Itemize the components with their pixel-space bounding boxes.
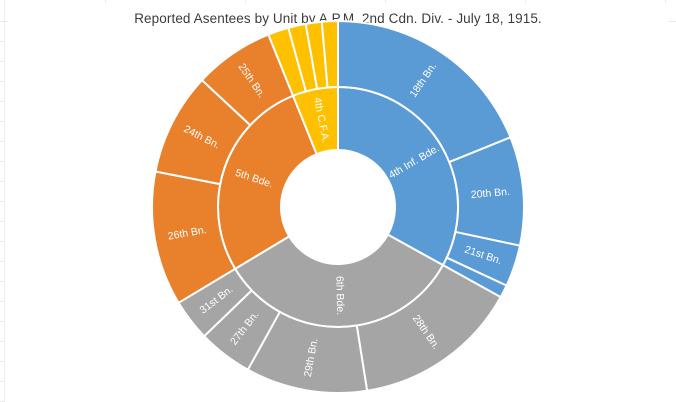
row-gridline-tick <box>0 241 5 242</box>
row-gridline-tick <box>0 281 5 282</box>
row-gridline-tick <box>0 221 5 222</box>
row-gridline-tick <box>0 101 5 102</box>
row-gridline-tick <box>0 321 5 322</box>
chart-container: Reported Asentees by Unit by A.P.M. 2nd … <box>8 3 668 399</box>
row-gridline-tick <box>0 341 5 342</box>
unit-slice-cfa-battery-4[interactable] <box>320 20 339 89</box>
row-gridline-tick <box>0 41 5 42</box>
row-gridline-tick <box>0 141 5 142</box>
row-gridline-tick <box>0 181 5 182</box>
column-gridline <box>4 0 5 22</box>
row-gridline-tick <box>0 121 5 122</box>
row-gridline-tick <box>0 81 5 82</box>
row-gridline-tick <box>0 381 5 382</box>
row-gridline-tick <box>0 201 5 202</box>
chart-title: Reported Asentees by Unit by A.P.M. 2nd … <box>134 11 542 26</box>
row-gridline-tick <box>0 21 5 22</box>
sunburst-chart: 4th Inf. Bde.6th Bde.5th Bde.4th C.F.A.1… <box>151 20 525 394</box>
sheet-left-edge <box>4 0 5 402</box>
row-gridline-tick <box>0 61 5 62</box>
row-gridline-tick <box>0 361 5 362</box>
row-gridline-tick <box>0 301 5 302</box>
row-gridline-tick <box>0 161 5 162</box>
row-gridline-tick <box>0 261 5 262</box>
